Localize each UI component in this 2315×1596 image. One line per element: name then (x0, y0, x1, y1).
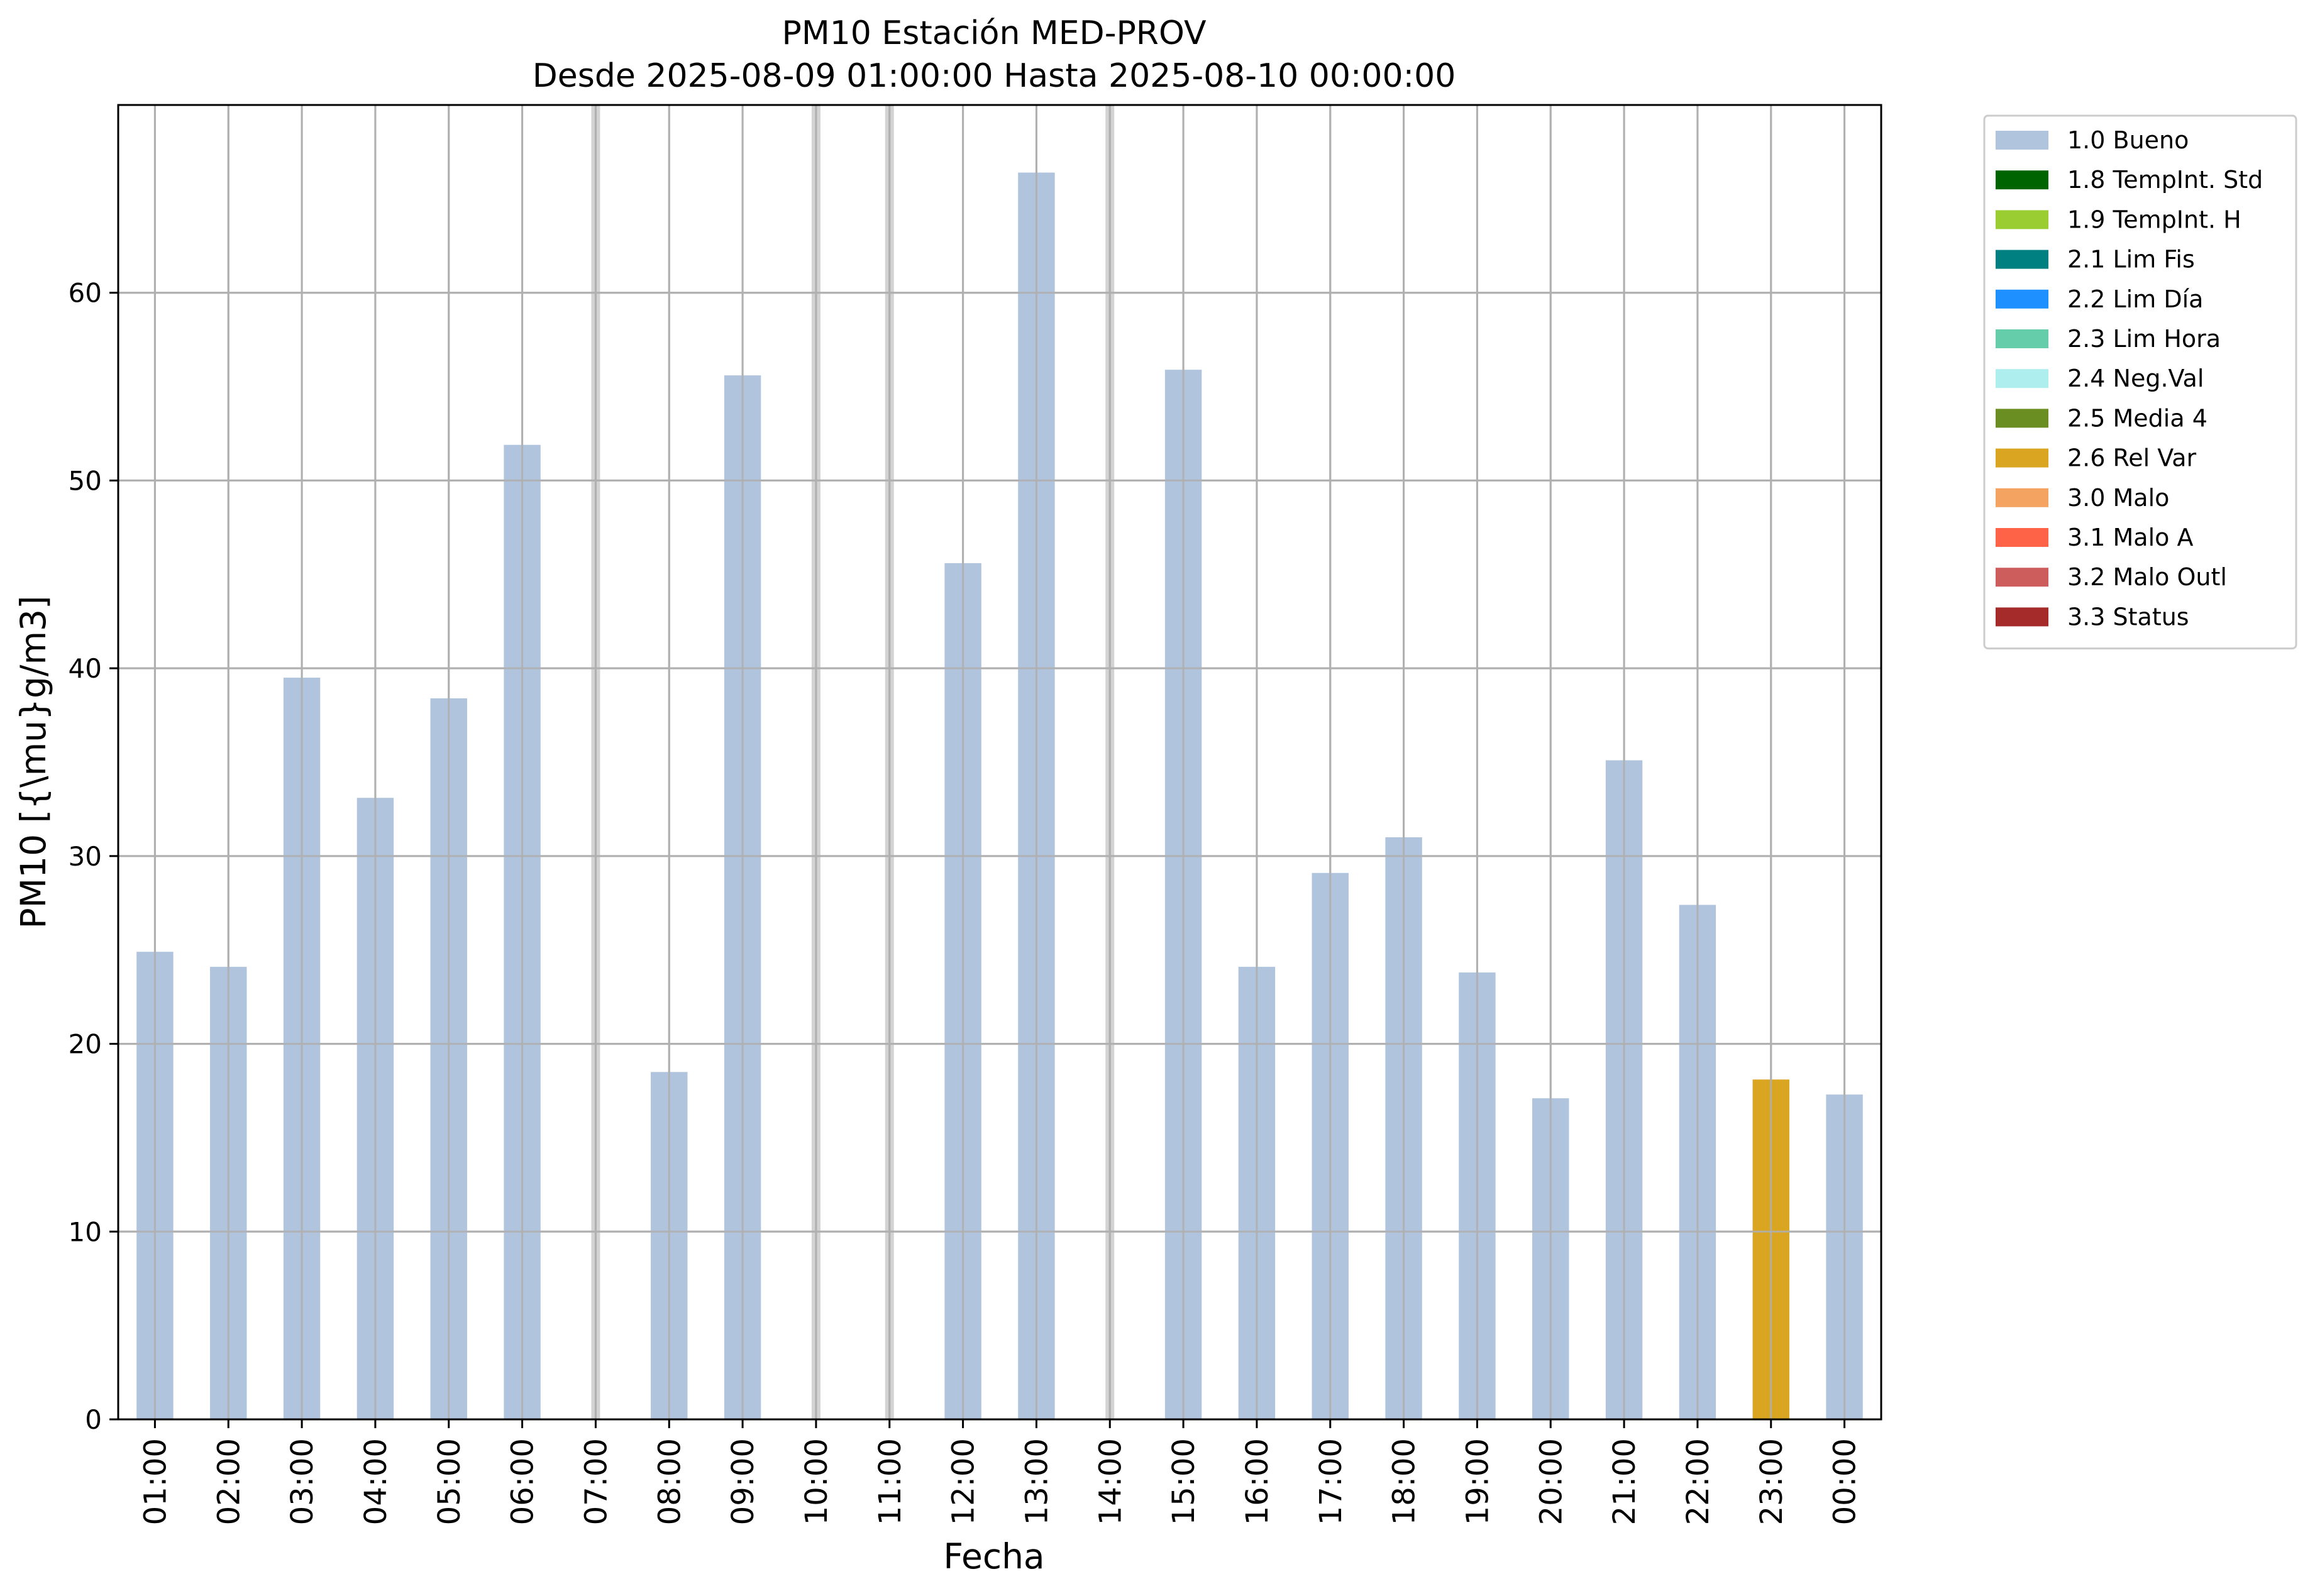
legend-swatch (1996, 528, 2048, 547)
legend-label: 1.8 TempInt. Std (2067, 166, 2263, 194)
x-tick-label: 04:00 (358, 1438, 394, 1525)
y-tick-label: 40 (69, 653, 102, 684)
legend-label: 1.0 Bueno (2067, 126, 2189, 154)
legend-swatch (1996, 369, 2048, 388)
legend-label: 3.1 Malo A (2067, 524, 2193, 551)
y-tick-label: 30 (69, 841, 102, 872)
y-tick-label: 20 (69, 1029, 102, 1060)
y-axis-label: PM10 [{\mu}g/m3] (13, 596, 53, 929)
x-tick-label: 13:00 (1019, 1438, 1054, 1525)
x-tick-label: 12:00 (946, 1438, 981, 1525)
legend-swatch (1996, 289, 2048, 309)
x-tick-label: 19:00 (1460, 1438, 1495, 1525)
x-tick-label: 22:00 (1681, 1438, 1716, 1525)
y-tick-label: 50 (69, 465, 102, 496)
legend-swatch (1996, 131, 2048, 150)
x-tick-label: 01:00 (138, 1438, 173, 1525)
x-tick-label: 09:00 (726, 1438, 761, 1525)
x-tick-label: 21:00 (1607, 1438, 1642, 1525)
x-tick-label: 06:00 (506, 1438, 541, 1525)
legend-swatch (1996, 607, 2048, 627)
legend: 1.0 Bueno 1.8 TempInt. Std 1.9 TempInt. H 2… (1983, 114, 2297, 650)
plot-frame (117, 104, 1882, 1421)
legend-label: 2.3 Lim Hora (2067, 325, 2221, 353)
legend-label: 3.0 Malo (2067, 484, 2169, 512)
legend-label: 2.5 Media 4 (2067, 404, 2207, 432)
x-tick-label: 15:00 (1166, 1438, 1202, 1525)
x-tick-label: 23:00 (1754, 1438, 1789, 1525)
x-tick-label: 17:00 (1313, 1438, 1349, 1525)
x-tick-label: 03:00 (285, 1438, 320, 1525)
y-tick-label: 0 (85, 1404, 102, 1435)
x-tick-label: 20:00 (1533, 1438, 1569, 1525)
legend-swatch (1996, 329, 2048, 348)
y-tick-label: 60 (69, 278, 102, 309)
x-tick-label: 07:00 (578, 1438, 614, 1525)
legend-label: 3.3 Status (2067, 603, 2189, 630)
x-tick-label: 00:00 (1828, 1438, 1863, 1525)
legend-label: 2.4 Neg.Val (2067, 365, 2204, 392)
x-tick-label: 08:00 (652, 1438, 687, 1525)
legend-label: 3.2 Malo Outl (2067, 563, 2227, 591)
bars (118, 105, 1881, 1420)
x-tick-label: 14:00 (1093, 1438, 1128, 1525)
legend-swatch (1996, 409, 2048, 428)
chart-title: PM10 Estación MED-PROV (782, 14, 1206, 52)
legend-label: 2.1 Lim Fis (2067, 246, 2195, 273)
legend-swatch (1996, 250, 2048, 269)
legend-swatch (1996, 488, 2048, 507)
x-axis-label: Fecha (943, 1536, 1044, 1577)
legend-swatch (1996, 448, 2048, 468)
x-tick-label: 10:00 (799, 1438, 834, 1525)
y-axis: 0 10 20 30 40 50 60 (69, 278, 118, 1435)
y-tick-label: 10 (69, 1216, 102, 1247)
x-tick-label: 02:00 (211, 1438, 246, 1525)
legend-label: 2.2 Lim Día (2067, 285, 2203, 313)
legend-label: 2.6 Rel Var (2067, 444, 2197, 472)
x-tick-label: 11:00 (873, 1438, 908, 1525)
legend-label: 1.9 TempInt. H (2067, 206, 2241, 233)
chart-subtitle: Desde 2025-08-09 01:00:00 Hasta 2025-08-… (533, 57, 1456, 95)
legend-swatch (1996, 210, 2048, 229)
x-tick-label: 16:00 (1240, 1438, 1275, 1525)
legend-swatch (1996, 568, 2048, 587)
x-axis: 01:00 02:00 03:00 04:00 05:00 06:00 07:00 08:00… (138, 1419, 1863, 1525)
legend-swatch (1996, 170, 2048, 190)
x-tick-label: 05:00 (432, 1438, 467, 1525)
x-tick-label: 18:00 (1387, 1438, 1422, 1525)
legend-box (1983, 114, 2297, 650)
